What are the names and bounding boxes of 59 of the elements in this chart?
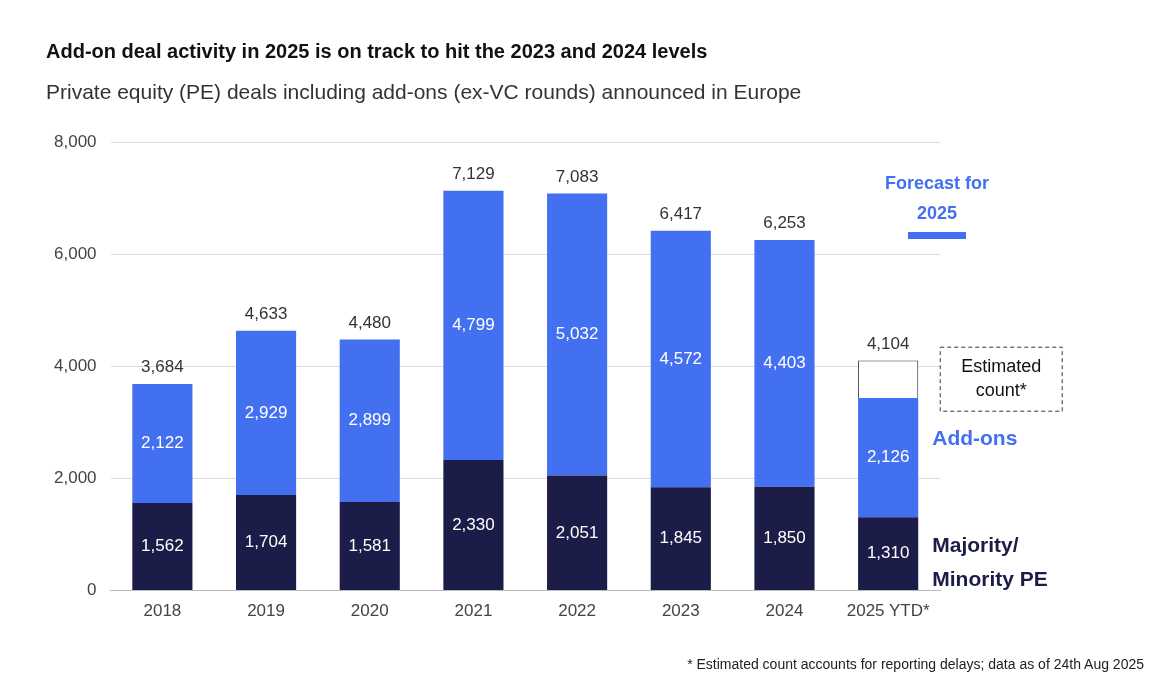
- bar: [339, 501, 400, 591]
- data-label: 1,562: [141, 536, 184, 556]
- data-label: 2,122: [141, 433, 184, 453]
- total-label: 4,104: [866, 333, 910, 353]
- x-tick-label: 2019: [247, 601, 285, 621]
- total-label: 7,083: [555, 166, 599, 186]
- data-label: 1,845: [659, 528, 703, 548]
- data-label: 4,403: [763, 353, 806, 373]
- series-label: Add-ons: [932, 426, 1018, 450]
- data-label: 4,799: [452, 315, 495, 335]
- total-label: 6,253: [763, 213, 806, 233]
- bar: [443, 459, 504, 591]
- bar: [132, 384, 193, 504]
- total-label: 4,480: [348, 312, 392, 332]
- bar: [236, 330, 297, 496]
- data-label: 2,330: [452, 514, 495, 534]
- x-tick-label: 2022: [558, 601, 597, 621]
- x-tick-label: 2018: [143, 601, 182, 621]
- data-label: 4,572: [659, 348, 703, 368]
- y-tick-label: 0: [87, 580, 97, 600]
- data-label: 1,704: [244, 532, 288, 552]
- y-tick-label: 8,000: [53, 131, 97, 151]
- bar: [754, 239, 815, 487]
- total-label: 7,129: [452, 164, 495, 184]
- data-label: 2,126: [866, 447, 910, 467]
- text: Estimated count*: [961, 356, 1042, 401]
- y-tick-label: 6,000: [53, 243, 97, 263]
- series-label: Majority/ Minority PE: [932, 533, 1048, 591]
- x-tick-label: 2023: [661, 601, 700, 621]
- text: * Estimated count accounts for reporting delays; data as of 24th Aug 2025: [687, 656, 1144, 672]
- bar: [754, 486, 815, 591]
- y-tick-label: 2,000: [53, 468, 97, 488]
- bar: [339, 339, 400, 502]
- total-label: 3,684: [141, 357, 184, 377]
- total-label: 6,417: [659, 203, 703, 223]
- x-tick-label: 2021: [454, 601, 493, 621]
- data-label: 1,850: [763, 528, 806, 548]
- data-label: 5,032: [555, 324, 599, 344]
- bar: [650, 230, 711, 488]
- x-tick-label: 2025 YTD*: [846, 601, 930, 621]
- data-label: 2,899: [348, 410, 392, 430]
- annotation: Forecast for 2025: [884, 172, 990, 225]
- bar: [858, 517, 919, 591]
- x-tick-label: 2024: [765, 601, 804, 621]
- data-label: 2,051: [555, 522, 599, 542]
- bar: [132, 503, 193, 591]
- x-tick-label: 2020: [350, 601, 389, 621]
- data-label: 2,929: [244, 402, 288, 422]
- bar: [547, 193, 608, 476]
- chart-title: Add-on deal activity in 2025 is on track to hit the 2023 and 2024 levels: [46, 40, 708, 63]
- bar: [547, 475, 608, 591]
- y-tick-label: 4,000: [53, 355, 97, 375]
- data-label: 1,310: [866, 543, 910, 563]
- chart-subtitle: Private equity (PE) deals including add-ons (ex-VC rounds) announced in Europe: [46, 80, 802, 104]
- bar: [236, 495, 297, 591]
- data-label: 1,581: [348, 535, 392, 555]
- total-label: 4,633: [244, 303, 288, 323]
- bar: [650, 487, 711, 591]
- bar: [443, 190, 504, 460]
